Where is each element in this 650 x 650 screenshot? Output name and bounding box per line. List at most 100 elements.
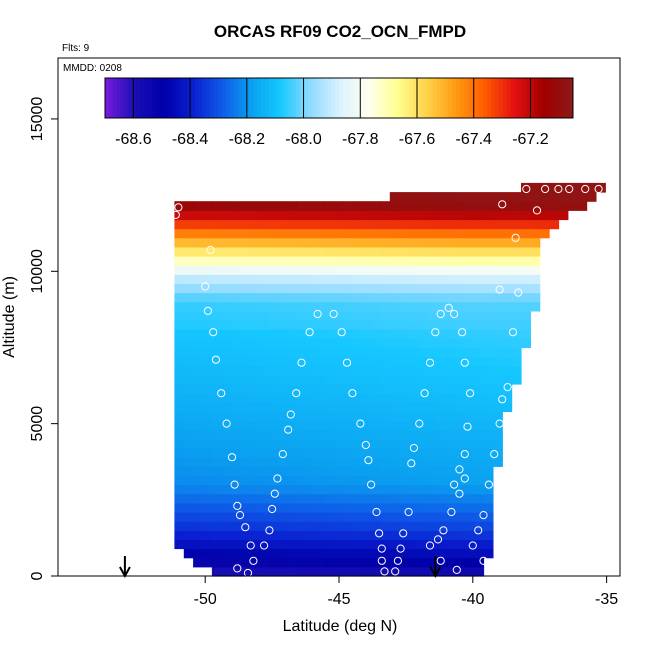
field-cell xyxy=(464,210,475,221)
field-cell xyxy=(249,228,260,239)
field-cell xyxy=(305,292,316,303)
field-cell xyxy=(399,365,410,376)
field-cell xyxy=(380,256,391,266)
field-cell xyxy=(483,530,494,540)
field-cell xyxy=(399,502,410,513)
field-cell xyxy=(240,411,250,422)
field-cell xyxy=(268,201,279,211)
field-cell xyxy=(211,484,222,495)
field-cell xyxy=(511,274,522,284)
field-cell xyxy=(455,210,466,221)
field-cell xyxy=(277,292,288,303)
data-point xyxy=(460,474,469,483)
field-cell xyxy=(399,557,410,568)
field-cell xyxy=(389,512,400,522)
field-cell xyxy=(361,338,372,348)
field-cell xyxy=(352,466,363,476)
field-cell xyxy=(286,521,297,531)
field-cell xyxy=(539,192,550,202)
field-cell xyxy=(183,475,194,486)
field-cell xyxy=(202,521,213,531)
field-cell xyxy=(343,356,353,367)
field-cell xyxy=(183,457,194,467)
field-cell xyxy=(174,256,185,266)
field-cell xyxy=(511,320,522,330)
field-cell xyxy=(371,219,382,230)
field-cell xyxy=(333,438,344,449)
field-cell xyxy=(258,365,269,376)
field-cell xyxy=(455,365,466,376)
data-point xyxy=(142,291,151,300)
colorbar-swatch xyxy=(140,78,145,118)
field-cell xyxy=(268,374,279,385)
field-cell xyxy=(408,548,419,559)
field-cell xyxy=(193,530,204,540)
field-cell xyxy=(371,429,382,440)
field-cell xyxy=(417,256,428,266)
colorbar-swatch xyxy=(385,78,391,118)
data-point xyxy=(484,568,493,578)
field-cell xyxy=(455,466,466,476)
field-cell xyxy=(436,192,447,202)
field-cell xyxy=(240,256,250,266)
field-cell xyxy=(389,356,400,367)
field-cell xyxy=(586,182,597,193)
field-cell xyxy=(183,393,194,403)
field-cell xyxy=(455,219,466,230)
field-cell xyxy=(427,237,438,248)
field-cell xyxy=(417,246,428,257)
data-point xyxy=(404,507,413,517)
field-cell xyxy=(343,411,353,422)
field-cell xyxy=(305,530,316,540)
field-cell xyxy=(249,237,260,248)
field-cell xyxy=(436,566,447,577)
colorbar-swatch xyxy=(549,78,554,118)
field-cell xyxy=(277,338,288,348)
field-cell xyxy=(277,265,288,275)
field-cell xyxy=(352,301,363,312)
data-point xyxy=(532,206,542,215)
field-cell xyxy=(211,420,222,431)
field-cell xyxy=(436,438,447,449)
field-cell xyxy=(249,448,260,458)
field-cell xyxy=(455,438,466,449)
field-cell xyxy=(455,265,466,275)
field-cell xyxy=(333,246,344,257)
field-cell xyxy=(324,320,335,330)
field-cell xyxy=(343,274,353,284)
field-cell xyxy=(399,429,410,440)
colorbar-swatch xyxy=(491,78,496,118)
field-cell xyxy=(483,201,494,211)
field-cell xyxy=(296,210,307,221)
colorbar-swatch xyxy=(370,78,375,118)
field-cell xyxy=(211,310,222,321)
field-cell xyxy=(249,210,260,221)
field-cell xyxy=(258,548,269,559)
field-cell xyxy=(249,365,260,376)
field-cell xyxy=(549,182,560,193)
field-cell xyxy=(361,310,372,321)
field-cell xyxy=(183,347,194,358)
colorbar-swatch xyxy=(214,78,219,118)
field-cell xyxy=(221,347,232,358)
field-cell xyxy=(324,228,335,239)
field-cell xyxy=(371,393,382,403)
field-cell xyxy=(296,530,307,540)
field-cell xyxy=(417,384,428,394)
field-cell xyxy=(202,384,213,394)
field-cell xyxy=(277,521,288,531)
field-cell xyxy=(502,402,513,412)
field-cell xyxy=(183,411,194,422)
field-cell xyxy=(530,219,541,230)
data-point xyxy=(455,465,464,474)
field-cell xyxy=(202,438,213,449)
field-cell xyxy=(324,457,335,467)
field-cell xyxy=(417,457,428,467)
field-cell xyxy=(502,329,513,339)
field-cell xyxy=(511,246,522,257)
field-cell xyxy=(446,347,456,358)
field-cell xyxy=(343,283,353,294)
field-cell xyxy=(361,530,372,540)
field-cell xyxy=(286,283,297,294)
field-cell xyxy=(183,228,194,239)
